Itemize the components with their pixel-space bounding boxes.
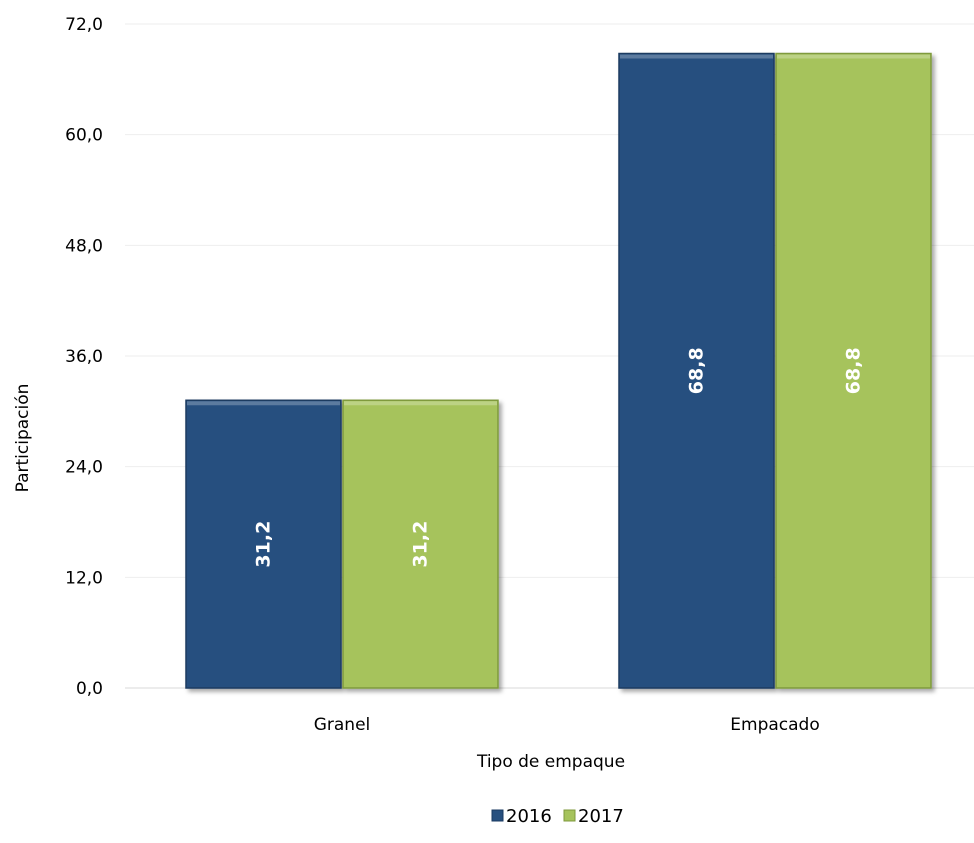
bar-bevel xyxy=(777,54,930,59)
y-tick-label: 60,0 xyxy=(65,126,103,146)
bar-2016-granel xyxy=(185,399,342,689)
y-tick-label: 36,0 xyxy=(65,347,103,367)
legend-label-2016: 2016 xyxy=(506,806,552,827)
bar-2016-empacado xyxy=(618,52,775,689)
bar-bevel xyxy=(620,54,773,59)
bar-bevel xyxy=(187,401,340,406)
data-label: 68,8 xyxy=(686,347,708,394)
bar-bevel xyxy=(344,401,497,406)
y-tick-label: 0,0 xyxy=(76,679,103,699)
data-label: 31,2 xyxy=(253,521,275,568)
data-label: 68,8 xyxy=(843,347,865,394)
legend-swatch-2017 xyxy=(563,809,576,822)
y-axis-ticks: 0,0 12,0 24,0 36,0 48,0 60,0 72,0 xyxy=(65,15,103,699)
x-axis-ticks: Granel Empacado xyxy=(314,715,820,735)
y-tick-label: 48,0 xyxy=(65,236,103,256)
y-tick-label: 72,0 xyxy=(65,15,103,35)
data-labels: 31,2 31,2 68,8 68,8 xyxy=(253,347,865,567)
bar-2017-empacado xyxy=(775,52,932,689)
data-label: 31,2 xyxy=(410,521,432,568)
legend-label-2017: 2017 xyxy=(578,806,624,827)
legend: 2016 2017 xyxy=(491,806,624,827)
x-tick-label: Granel xyxy=(314,715,371,735)
y-tick-label: 12,0 xyxy=(65,568,103,588)
x-tick-label: Empacado xyxy=(730,715,819,735)
legend-swatch-2016 xyxy=(491,809,504,822)
y-axis-title: Participación xyxy=(13,384,33,493)
bar-2017-granel xyxy=(342,399,499,689)
y-tick-label: 24,0 xyxy=(65,458,103,478)
bars xyxy=(185,52,932,689)
x-axis-title: Tipo de empaque xyxy=(476,752,625,772)
